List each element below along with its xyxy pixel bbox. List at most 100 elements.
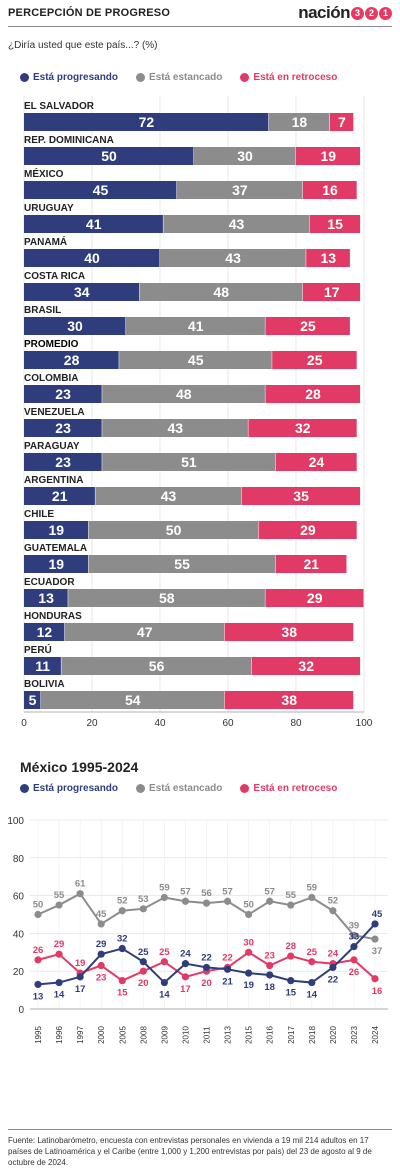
line-chart-title: México 1995-2024 [20, 759, 139, 775]
data-point-retroceso [34, 956, 42, 964]
category-label: COLOMBIA [24, 373, 78, 384]
data-label-progresando: 45 [372, 909, 383, 920]
bar-chart-legend: Está progresando Está estancado Está en … [20, 72, 337, 83]
bar-value-label: 29 [300, 522, 316, 538]
bar-value-label: 41 [188, 318, 204, 334]
bar-value-label: 45 [93, 182, 109, 198]
bar-value-label: 35 [293, 488, 309, 504]
data-point-estancado [160, 893, 168, 902]
data-label-estancado: 50 [33, 900, 44, 911]
data-point-estancado [118, 907, 126, 915]
bar-segment-retroceso [251, 657, 361, 675]
x-tick-label: 2016 [266, 1026, 275, 1044]
data-point-estancado [350, 931, 358, 939]
data-label-estancado: 57 [264, 886, 275, 897]
x-tick-label: 0 [21, 718, 27, 729]
legend-item-progresando: Está progresando [20, 72, 118, 83]
data-point-progresando [266, 971, 274, 979]
data-label-retroceso: 30 [243, 937, 254, 948]
x-tick-label: 100 [356, 718, 373, 729]
data-label-estancado: 57 [222, 886, 233, 897]
data-point-estancado [223, 897, 232, 905]
bar-value-label: 30 [67, 318, 83, 334]
data-label-estancado: 55 [285, 890, 296, 901]
bar-value-label: 32 [295, 420, 311, 436]
bar-value-label: 17 [324, 284, 340, 300]
data-point-retroceso [287, 952, 295, 960]
data-label-estancado: 52 [328, 896, 339, 907]
legend2-label-progresando: Está progresando [33, 783, 119, 794]
data-label-retroceso: 23 [96, 973, 107, 984]
x-tick-label: 1995 [34, 1026, 43, 1044]
bar-value-label: 45 [188, 352, 204, 368]
survey-question: ¿Diría usted que este país...? (%) [8, 40, 158, 51]
x-tick-label: 1997 [76, 1026, 85, 1044]
legend-dot-progresando-icon [20, 73, 29, 82]
data-point-retroceso [266, 961, 274, 970]
data-label-estancado: 52 [117, 896, 128, 907]
legend2-label-estancado: Está estancado [149, 783, 223, 794]
logo-number-1: 3 [351, 6, 364, 20]
data-point-progresando [160, 978, 168, 987]
data-point-retroceso [55, 950, 63, 958]
bar-segment-estancado [68, 589, 265, 607]
bar-value-label: 51 [181, 454, 197, 470]
data-label-progresando: 24 [180, 949, 191, 960]
bar-segment-progresando [24, 521, 89, 539]
legend2-dot-retroceso-icon [240, 784, 250, 793]
data-label-estancado: 53 [138, 894, 149, 905]
bar-segment-estancado [194, 147, 296, 165]
x-tick-label: 2018 [308, 1026, 317, 1044]
bar-segment-estancado [41, 691, 225, 709]
footer-divider [8, 1129, 392, 1130]
bar-segment-estancado [102, 419, 248, 437]
bar-value-label: 24 [309, 454, 325, 470]
data-point-estancado [97, 920, 105, 928]
x-tick-label: 2020 [329, 1026, 338, 1044]
bar-segment-retroceso [309, 215, 361, 233]
bar-segment-progresando [24, 487, 95, 505]
category-label: BRASIL [24, 305, 61, 316]
bar-value-label: 50 [166, 522, 182, 538]
legend-label-estancado: Está estancado [149, 72, 223, 83]
bar-value-label: 43 [168, 420, 184, 436]
data-label-progresando: 14 [54, 990, 65, 1001]
bar-value-label: 19 [321, 148, 337, 164]
bar-segment-progresando [24, 691, 41, 709]
category-label: URUGUAY [24, 203, 74, 214]
bar-segment-estancado [177, 181, 303, 199]
bar-value-label: 38 [281, 624, 297, 640]
legend2-item-retroceso: Está en retroceso [240, 783, 337, 794]
category-label: COSTA RICA [24, 271, 85, 282]
bar-segment-estancado [102, 385, 265, 403]
bar-value-label: 32 [298, 658, 314, 674]
data-point-estancado [245, 910, 253, 919]
bar-value-label: 13 [38, 590, 54, 606]
data-label-retroceso: 24 [328, 949, 339, 960]
category-label: MÉXICO [24, 167, 64, 180]
category-label: PERÚ [24, 643, 52, 656]
bar-segment-retroceso [248, 419, 357, 437]
bar-value-label: 23 [55, 420, 71, 436]
data-label-estancado: 55 [54, 890, 65, 901]
data-label-retroceso: 22 [222, 952, 233, 963]
x-tick-label: 40 [154, 718, 166, 729]
data-point-retroceso [181, 973, 190, 981]
data-point-retroceso [118, 977, 126, 985]
data-label-progresando: 19 [243, 980, 254, 991]
bar-segment-progresando [24, 657, 61, 675]
logo-number-3: 1 [379, 6, 392, 20]
x-tick-label: 2000 [97, 1026, 106, 1044]
data-point-progresando [55, 978, 63, 987]
line-chart-legend: Está progresando Está estancado Está en … [20, 783, 337, 794]
bar-value-label: 28 [305, 386, 321, 402]
data-point-retroceso [245, 948, 253, 956]
y-tick-label: 80 [13, 854, 25, 865]
data-label-retroceso: 25 [159, 947, 170, 958]
x-tick-label: 1996 [55, 1026, 64, 1044]
category-label: BOLIVIA [24, 679, 65, 690]
bar-value-label: 11 [35, 658, 50, 674]
bar-segment-retroceso [241, 487, 361, 505]
data-point-estancado [34, 910, 42, 919]
category-label: ECUADOR [24, 577, 75, 588]
